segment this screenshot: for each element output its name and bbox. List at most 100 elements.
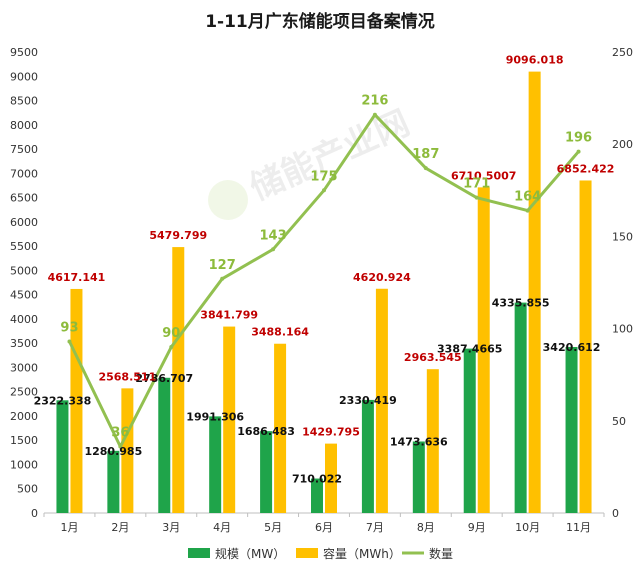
label-capacity: 6852.422	[557, 162, 615, 175]
category-label: 9月	[468, 521, 486, 534]
label-count: 196	[565, 131, 592, 146]
left-axis-tick-label: 9000	[10, 70, 38, 83]
bar-scale	[565, 347, 578, 513]
bar-capacity	[375, 288, 388, 513]
left-axis-tick-label: 1500	[10, 434, 38, 447]
legend-label-scale: 规模（MW）	[215, 546, 285, 561]
label-scale: 3387.4665	[437, 343, 502, 356]
label-count: 175	[310, 169, 337, 184]
label-scale: 1473.636	[390, 435, 448, 448]
bar-scale	[311, 478, 323, 513]
point-count	[372, 112, 377, 117]
label-capacity: 5479.799	[149, 229, 207, 242]
left-axis-tick-label: 7500	[10, 143, 38, 156]
bar-scale	[463, 348, 476, 513]
label-count: 93	[60, 321, 78, 336]
bar-capacity	[426, 369, 439, 513]
left-axis-tick-label: 7000	[10, 167, 38, 180]
bar-scale	[514, 302, 527, 513]
bar-capacity	[121, 388, 134, 513]
bar-capacity	[579, 180, 592, 513]
point-count	[474, 195, 479, 200]
category-label: 4月	[213, 521, 231, 534]
label-count: 171	[463, 177, 490, 192]
point-count	[322, 188, 326, 193]
label-scale: 2786.707	[135, 372, 193, 385]
right-axis-tick-label: 250	[612, 46, 633, 59]
bar-scale	[260, 431, 273, 513]
legend-label-count: 数量	[429, 546, 453, 561]
left-axis-tick-label: 8000	[10, 119, 38, 132]
category-label: 2月	[111, 521, 129, 534]
right-axis-tick-label: 0	[612, 507, 619, 520]
right-axis-tick-label: 100	[612, 323, 633, 336]
category-label: 1月	[60, 521, 78, 534]
bar-scale	[56, 400, 69, 513]
point-count	[220, 276, 225, 281]
point-count	[118, 444, 123, 449]
category-label: 8月	[417, 521, 435, 534]
label-capacity: 6710.5007	[451, 169, 516, 182]
left-axis-tick-label: 0	[31, 507, 38, 520]
watermark-leaf-icon	[208, 180, 248, 220]
category-axis: 1月 2月 3月 4月 5月 6月 7月 8月 9月 10月 11月	[43, 513, 605, 534]
category-label: 11月	[566, 521, 591, 534]
bar-capacity	[528, 71, 541, 513]
category-label: 7月	[366, 521, 384, 534]
label-scale: 2330.419	[339, 394, 397, 407]
bar-scale	[158, 377, 171, 513]
legend-label-capacity: 容量（MWh）	[323, 546, 401, 561]
right-axis: 0 50 100 150 200 250	[612, 46, 633, 520]
point-count	[271, 247, 276, 252]
label-scale: 2322.338	[34, 394, 92, 407]
category-label: 3月	[162, 521, 180, 534]
left-axis-tick-label: 2000	[10, 410, 38, 423]
left-axis-tick-label: 3500	[10, 337, 38, 350]
bar-capacity	[70, 288, 83, 513]
bar-series	[56, 71, 592, 513]
label-capacity: 3488.164	[251, 326, 309, 339]
bar-scale	[107, 450, 120, 513]
legend-swatch-capacity	[296, 548, 318, 558]
label-count: 90	[162, 326, 180, 341]
category-label: 6月	[315, 521, 333, 534]
label-scale: 1280.985	[84, 445, 142, 458]
left-axis-tick-label: 6000	[10, 216, 38, 229]
left-axis: 0 500 1000 1500 2000 2500 3000 3500 4000 4500 5000…	[10, 46, 604, 520]
bar-capacity	[172, 247, 185, 513]
category-label: 10月	[515, 521, 540, 534]
right-axis-tick-label: 50	[612, 415, 626, 428]
label-capacity: 1429.795	[302, 426, 360, 439]
right-axis-tick-label: 200	[612, 138, 633, 151]
legend-swatch-scale	[188, 548, 210, 558]
label-count: 36	[111, 426, 129, 441]
label-count: 143	[260, 228, 287, 243]
point-count	[67, 339, 72, 344]
label-capacity: 2963.545	[404, 351, 462, 364]
left-axis-tick-label: 1000	[10, 458, 38, 471]
point-count	[576, 149, 581, 154]
line-series	[67, 112, 581, 449]
bar-capacity	[325, 443, 337, 513]
left-axis-tick-label: 2500	[10, 386, 38, 399]
label-capacity: 4617.141	[48, 271, 106, 284]
bar-capacity	[223, 326, 236, 513]
point-count	[169, 345, 174, 350]
left-axis-tick-label: 500	[17, 483, 38, 496]
label-count: 216	[361, 94, 388, 109]
label-count: 187	[412, 147, 439, 162]
left-axis-tick-label: 9500	[10, 46, 38, 59]
left-axis-tick-label: 4500	[10, 289, 38, 302]
left-axis-tick-label: 8500	[10, 95, 38, 108]
label-capacity: 3841.799	[200, 309, 258, 322]
category-label: 5月	[264, 521, 282, 534]
label-count: 164	[514, 190, 541, 205]
chart-title: 1-11月广东储能项目备案情况	[205, 11, 435, 32]
right-axis-tick-label: 150	[612, 230, 633, 243]
label-scale: 3420.612	[543, 341, 601, 354]
label-capacity: 4620.924	[353, 271, 411, 284]
label-scale: 710.022	[292, 473, 342, 486]
label-count: 127	[209, 258, 236, 273]
